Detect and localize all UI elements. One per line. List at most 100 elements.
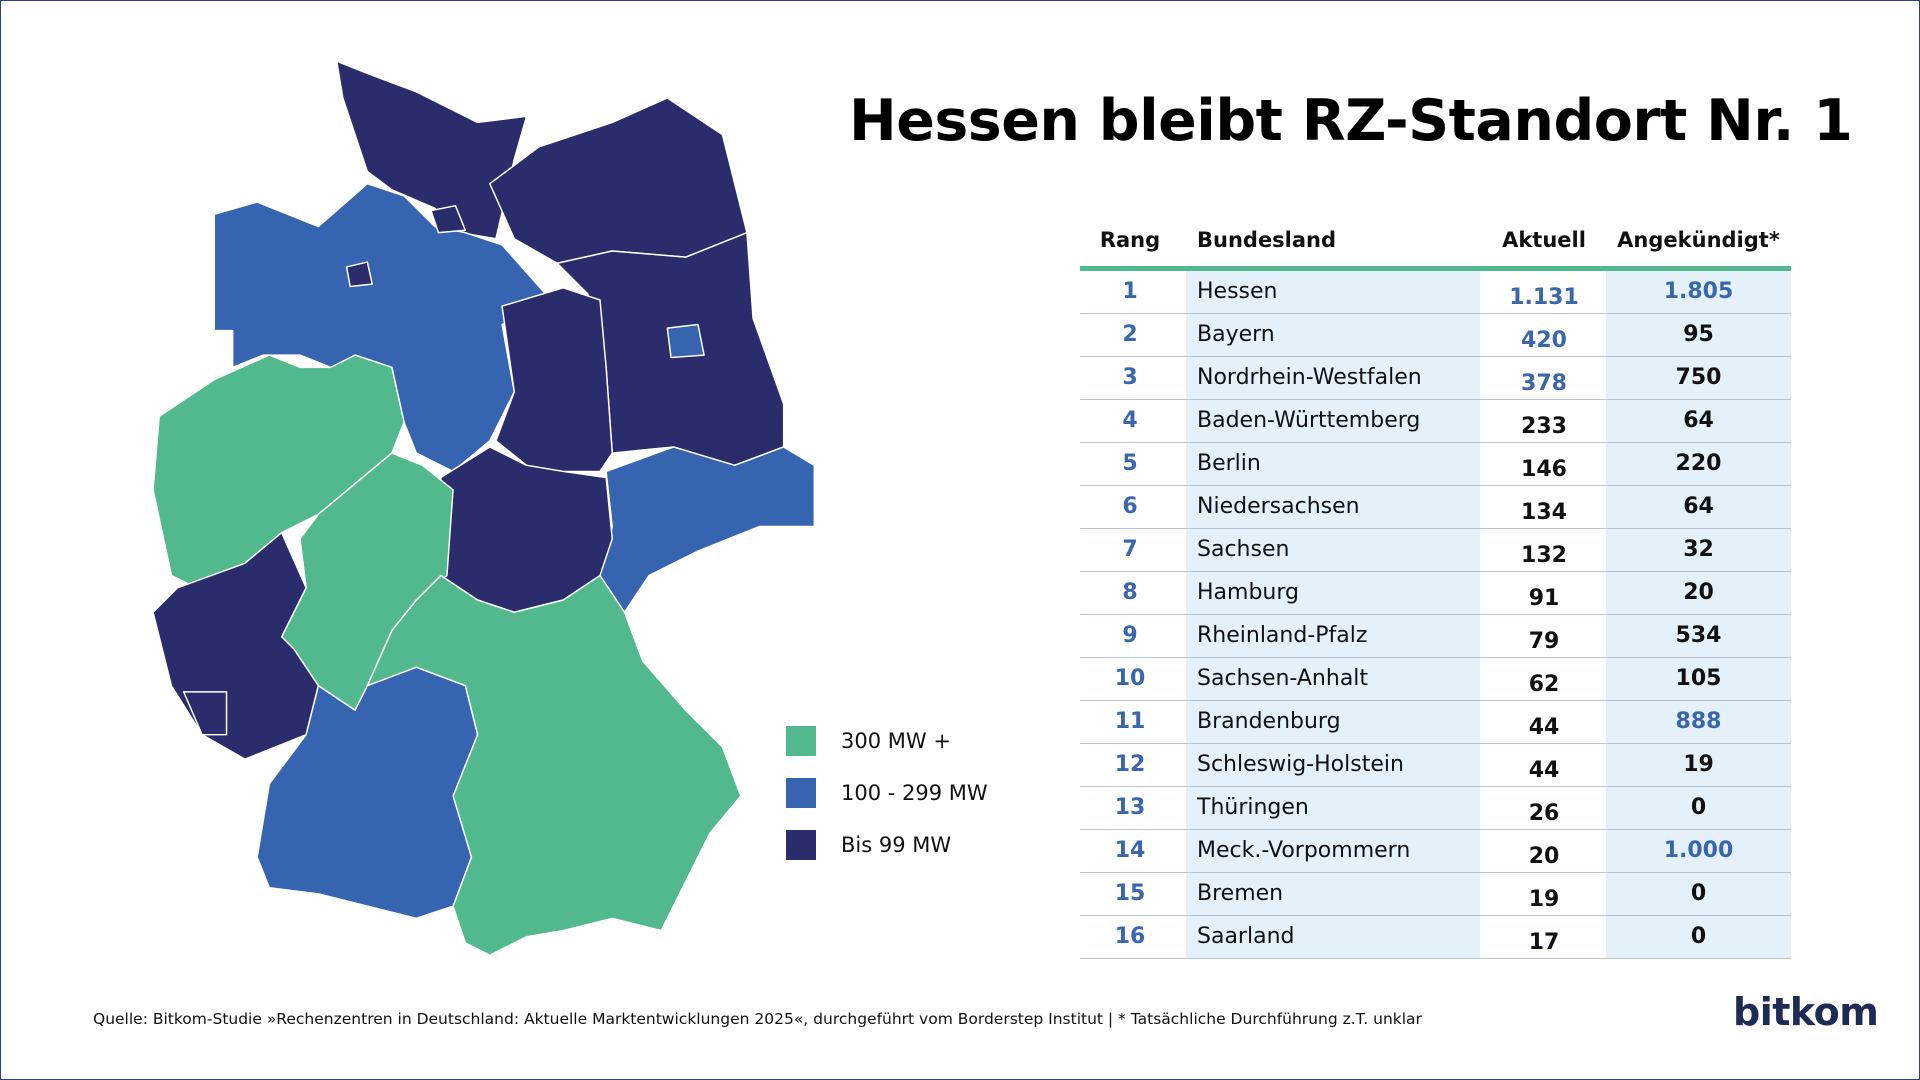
table-cell: 16 (1114, 924, 1146, 949)
state-schleswig-holstein (336, 60, 528, 240)
table-cell: 2 (1122, 322, 1138, 347)
table-cell: 19 (1528, 887, 1560, 912)
table-cell: 9 (1122, 623, 1138, 648)
table-cell: Hamburg (1197, 580, 1299, 605)
table-row: 3 Nordrhein-Westfalen 378 750 (1080, 357, 1791, 400)
legend-label: Bis 99 MW (841, 833, 952, 857)
table-cell: Sachsen-Anhalt (1197, 666, 1369, 691)
table-cell: 26 (1528, 801, 1560, 826)
table-cell: 44 (1528, 758, 1560, 783)
table-cell: Baden-Württemberg (1197, 408, 1421, 433)
legend-swatch (786, 830, 816, 860)
ranking-table: Rang Bundesland Aktuell Angekündigt* 1 He… (1080, 222, 1791, 959)
table-cell: 44 (1528, 715, 1560, 740)
table-cell: 220 (1675, 451, 1722, 476)
column-shade (1606, 744, 1791, 786)
table-row: 4 Baden-Württemberg 233 64 (1080, 400, 1791, 443)
state-saarland (182, 691, 228, 736)
table-cell: Hessen (1197, 279, 1278, 304)
column-shade (1606, 701, 1791, 743)
table-cell: 20 (1528, 844, 1560, 869)
table-cell: Nordrhein-Westfalen (1197, 365, 1422, 390)
legend-swatch (786, 726, 816, 756)
table-cell: 1.805 (1663, 279, 1734, 304)
column-shade (1606, 271, 1791, 313)
table-row: 16 Saarland 17 0 (1080, 916, 1791, 959)
column-shade (1606, 787, 1791, 829)
table-cell: Brandenburg (1197, 709, 1341, 734)
column-shade (1186, 830, 1480, 872)
table-cell: 95 (1683, 322, 1714, 347)
column-shade (1186, 615, 1480, 657)
table-cell: 1.131 (1509, 285, 1579, 310)
legend-label: 300 MW + (841, 729, 951, 753)
table-cell: 1 (1122, 279, 1138, 304)
column-shade (1606, 529, 1791, 571)
table-cell: Meck.-Vorpommern (1197, 838, 1411, 863)
germany-map (152, 60, 816, 956)
column-shade (1186, 658, 1480, 700)
table-cell: 17 (1528, 930, 1560, 955)
header-cell: Bundesland (1197, 228, 1337, 252)
column-shade (1186, 572, 1480, 614)
table-cell: 64 (1683, 494, 1714, 519)
column-shade (1606, 572, 1791, 614)
table-cell: 91 (1528, 586, 1560, 611)
title: Hessen bleibt RZ-Standort Nr. 1 (849, 88, 1853, 154)
table-cell: 12 (1114, 752, 1146, 777)
table-cell: Niedersachsen (1197, 494, 1360, 519)
header-cell: Rang (1099, 228, 1161, 252)
table-cell: Bayern (1197, 322, 1275, 347)
table-row: 5 Berlin 146 220 (1080, 443, 1791, 486)
table-cell: 14 (1114, 838, 1146, 863)
table-cell: 7 (1122, 537, 1138, 562)
table-header: Rang Bundesland Aktuell Angekündigt* (1080, 222, 1791, 271)
table-cell: Berlin (1197, 451, 1261, 476)
table-cell: Saarland (1197, 924, 1295, 949)
table-cell: Sachsen (1197, 537, 1290, 562)
table-cell: 1.000 (1663, 838, 1734, 863)
column-shade (1606, 658, 1791, 700)
table-row: 14 Meck.-Vorpommern 20 1.000 (1080, 830, 1791, 873)
state-baden-wuerttemberg (256, 666, 479, 920)
table-cell: 134 (1521, 500, 1567, 525)
table-cell: 0 (1690, 924, 1707, 949)
column-shade (1186, 271, 1480, 313)
table-cell: 233 (1521, 414, 1567, 439)
column-shade (1186, 744, 1480, 786)
column-shade (1606, 486, 1791, 528)
table-cell: 0 (1690, 795, 1707, 820)
table-cell: 146 (1521, 457, 1567, 482)
state-mecklenburg-vorpommern (489, 97, 748, 265)
table-cell: Schleswig-Holstein (1197, 752, 1404, 777)
column-shade (1186, 314, 1480, 356)
table-cell: 105 (1675, 666, 1722, 691)
column-shade (1186, 916, 1480, 958)
table-cell: 0 (1690, 881, 1707, 906)
table-cell: 534 (1675, 623, 1722, 648)
table-row: 9 Rheinland-Pfalz 79 534 (1080, 615, 1791, 658)
header-cell: Aktuell (1502, 228, 1586, 252)
column-shade (1606, 357, 1791, 399)
table-cell: 20 (1683, 580, 1714, 605)
table-row: 2 Bayern 420 95 (1080, 314, 1791, 357)
table-cell: 750 (1675, 365, 1722, 390)
column-shade (1186, 486, 1480, 528)
state-sachsen-anhalt (495, 287, 613, 473)
column-shade (1606, 443, 1791, 485)
table-cell: 378 (1521, 371, 1567, 396)
column-shade (1606, 615, 1791, 657)
column-shade (1186, 787, 1480, 829)
legend-label: 100 - 299 MW (841, 781, 988, 805)
table-row: 6 Niedersachsen 134 64 (1080, 486, 1791, 529)
table-cell: 5 (1122, 451, 1138, 476)
state-niedersachsen (213, 182, 552, 473)
table-cell: Rheinland-Pfalz (1197, 623, 1368, 648)
column-shade (1186, 701, 1480, 743)
table-cell: 11 (1114, 709, 1146, 734)
table-row: 1 Hessen 1.131 1.805 (1080, 271, 1791, 314)
column-shade (1606, 400, 1791, 442)
header-cell: Angekündigt* (1617, 228, 1780, 252)
table-cell: 79 (1528, 629, 1560, 654)
